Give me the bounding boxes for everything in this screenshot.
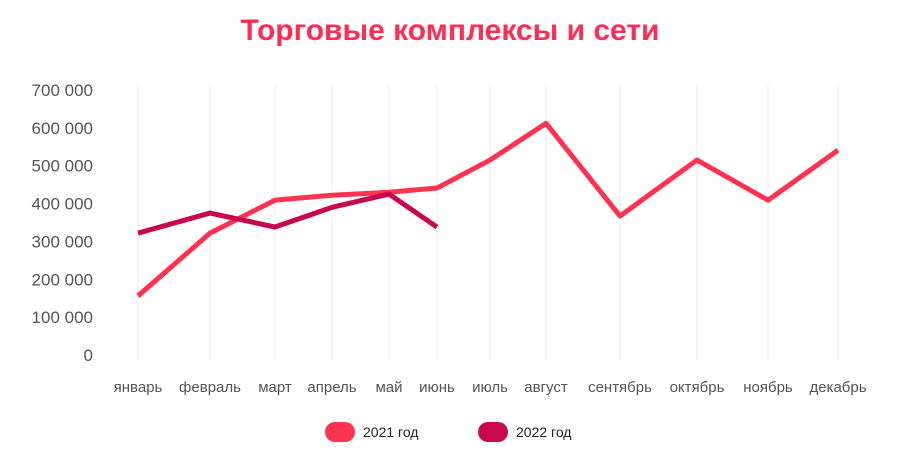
x-tick-label: ноябрь [743,379,793,396]
x-tick-label: апрель [307,379,356,396]
x-tick-label: май [375,379,402,396]
y-tick-label: 700 000 [32,81,93,100]
legend-swatch-2022 [478,422,508,442]
y-tick-label: 0 [84,346,93,365]
y-tick-label: 600 000 [32,119,93,138]
x-tick-label: февраль [179,379,241,396]
y-tick-label: 500 000 [32,157,93,176]
x-tick-label: декабрь [809,379,866,396]
x-tick-label: март [258,379,292,396]
x-tick-label: август [524,379,568,396]
legend-item-2022: 2022 год [478,422,571,442]
legend-label-2022: 2022 год [516,424,572,440]
x-tick-label: июль [472,379,508,396]
legend-swatch-2021 [325,422,355,442]
legend-label-2021: 2021 год [363,424,419,440]
y-tick-label: 100 000 [32,308,93,327]
y-tick-label: 400 000 [32,195,93,214]
x-tick-label: сентябрь [588,379,652,396]
y-tick-label: 200 000 [32,270,93,289]
x-tick-label: июнь [419,379,455,396]
series-line-2021-год [136,120,840,298]
legend-item-2021: 2021 год [325,422,418,442]
x-tick-label: январь [114,379,163,396]
series-line-2022-год [137,191,439,236]
x-tick-label: октябрь [670,379,725,396]
chart-title: Торговые комплексы и сети [240,14,660,47]
y-tick-label: 300 000 [32,232,93,251]
